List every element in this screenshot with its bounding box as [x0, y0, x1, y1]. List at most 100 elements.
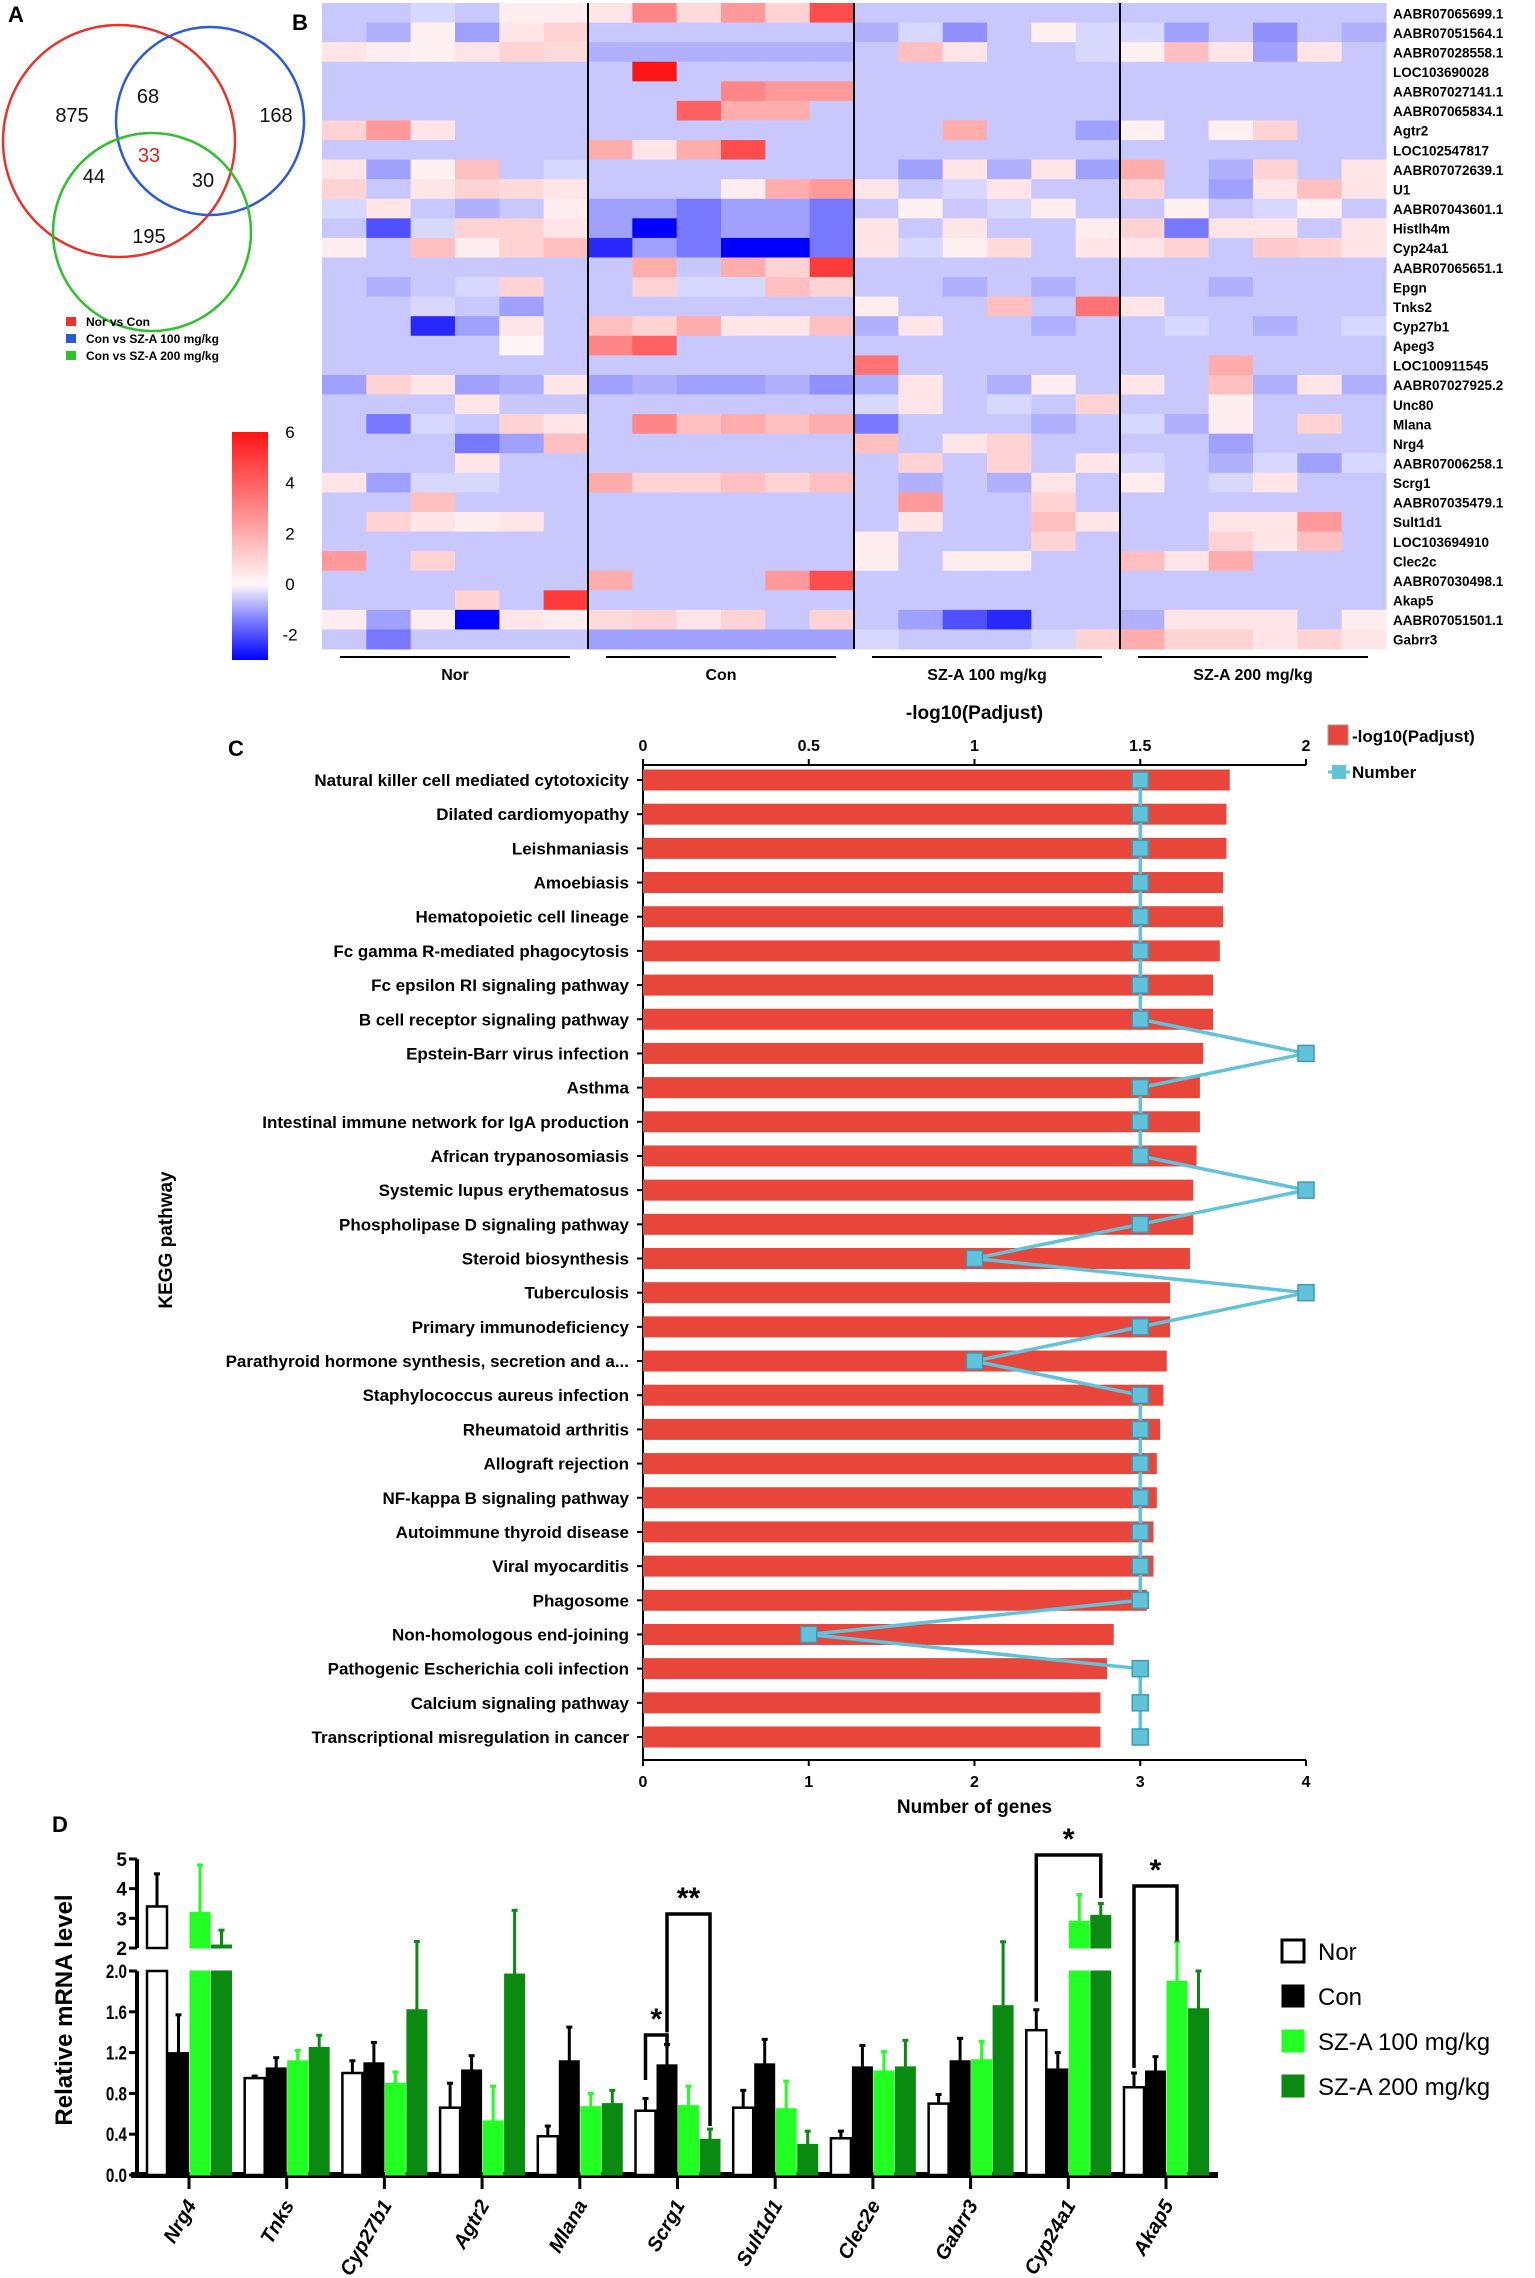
heatmap-cell	[1031, 61, 1077, 82]
heatmap-cell	[1164, 374, 1210, 396]
heatmap-cell	[543, 414, 589, 435]
heatmap-cell	[543, 277, 589, 298]
heatmap-cell	[1208, 433, 1254, 454]
pathway-label: Rheumatoid arthritis	[463, 1420, 629, 1439]
heatmap-cell	[1164, 296, 1210, 317]
heatmap-cell	[1253, 551, 1298, 572]
heatmap-cell	[721, 590, 766, 611]
heatmap-cell	[543, 218, 589, 239]
heatmap-cell	[543, 42, 589, 63]
heatmap-cell	[1297, 394, 1343, 415]
heatmap-cell	[765, 81, 811, 102]
heatmap-cell	[1208, 22, 1254, 43]
heatmap-cell	[1253, 179, 1298, 200]
heatmap-gene-label: Nrg4	[1393, 437, 1424, 452]
heatmap-cell	[499, 277, 545, 298]
kegg-chart: 0 0.5 1 1.5 2 0 1 2 3 4 -log10(Padjust) Number of g…	[156, 703, 1475, 1818]
heatmap-cell	[721, 394, 766, 415]
heatmap-cell	[898, 61, 944, 82]
heatmap-cell	[765, 257, 811, 278]
heatmap-cell	[721, 237, 766, 258]
heatmap-cell	[410, 179, 456, 200]
heatmap-cell	[809, 296, 855, 317]
heatmap-cell	[632, 257, 678, 278]
heatmap-cell	[1075, 629, 1121, 650]
heatmap-cell	[1208, 570, 1254, 591]
heatmap-cell	[1075, 414, 1121, 435]
heatmap-cell	[676, 120, 722, 141]
heatmap-cell	[366, 433, 412, 454]
pathway-label: Tuberculosis	[524, 1284, 629, 1303]
pathway-bar	[643, 803, 1227, 825]
venn-count-red-only: 875	[55, 105, 88, 127]
bar-con	[363, 2062, 385, 2176]
number-marker	[1131, 1420, 1149, 1439]
heatmap-cell	[455, 374, 500, 396]
heatmap-cell	[854, 453, 899, 474]
heatmap-cell	[987, 335, 1032, 356]
bar-nor	[536, 2134, 560, 2177]
bar-sz-a-200-mg-kg	[504, 1973, 526, 2176]
heatmap-cell	[676, 159, 722, 180]
heatmap-cell	[322, 218, 367, 239]
heatmap-cell	[366, 179, 412, 200]
number-marker	[965, 1249, 984, 1268]
heatmap-cell	[1120, 296, 1165, 317]
heatmap-cell	[366, 609, 412, 630]
heatmap-cell	[322, 570, 367, 591]
heatmap-cell	[543, 433, 589, 454]
heatmap-cell	[1075, 433, 1121, 454]
heatmap-cell	[632, 414, 678, 435]
bar-sz-a-100-mg-kg	[775, 2108, 797, 2176]
heatmap-cell	[1120, 433, 1165, 454]
heatmap-cell	[1120, 198, 1165, 219]
heatmap-cell	[1075, 42, 1121, 63]
heatmap-cell	[1031, 511, 1077, 533]
y-tick-label: 4	[116, 1880, 127, 1901]
heatmap-cell	[1075, 296, 1121, 317]
legend-label: Nor	[1318, 1939, 1357, 1966]
heatmap-cell	[455, 492, 500, 513]
heatmap-cell	[1208, 590, 1254, 611]
heatmap-cell	[1164, 414, 1210, 435]
heatmap-cell	[543, 590, 589, 611]
heatmap-cell	[765, 120, 811, 141]
heatmap-cell	[809, 472, 855, 493]
heatmap-cell	[632, 218, 678, 239]
heatmap-cell	[987, 629, 1032, 650]
heatmap-cell	[410, 81, 456, 102]
heatmap-cell	[588, 531, 633, 552]
heatmap-cell	[721, 159, 766, 180]
heatmap-cell	[721, 531, 766, 552]
pathway-bar	[643, 1726, 1101, 1748]
heatmap-cell	[455, 551, 500, 572]
heatmap-cell	[632, 100, 678, 121]
heatmap-cell	[1297, 159, 1343, 180]
heatmap-cell	[1031, 316, 1077, 337]
heatmap-cell	[765, 551, 811, 572]
bar-nor	[731, 2106, 755, 2177]
heatmap-cell	[809, 237, 855, 258]
heatmap-cell	[322, 414, 367, 435]
heatmap-cell	[632, 453, 678, 474]
heatmap-cell	[499, 453, 545, 474]
heatmap-cell	[1075, 237, 1121, 258]
heatmap-cell	[1120, 414, 1165, 435]
heatmap-cell	[1164, 355, 1210, 376]
y-tick-label: 1.2	[106, 2042, 127, 2064]
heatmap-cell	[765, 316, 811, 337]
heatmap-cell	[987, 394, 1032, 415]
heatmap-cell	[809, 374, 855, 396]
heatmap-cell	[455, 609, 500, 630]
heatmap-cell	[809, 42, 855, 63]
color-scale-tick: -2	[282, 626, 297, 645]
heatmap-cell	[632, 629, 678, 650]
heatmap-cell	[1297, 61, 1343, 82]
heatmap-cell	[854, 198, 899, 219]
heatmap-gene-label: Cyp27b1	[1393, 319, 1450, 334]
pathway-bar	[643, 1008, 1214, 1030]
heatmap-color-scale	[232, 432, 268, 660]
y-tick-label: 1.6	[106, 2001, 127, 2023]
heatmap-cell	[632, 433, 678, 454]
heatmap-cell	[765, 492, 811, 513]
